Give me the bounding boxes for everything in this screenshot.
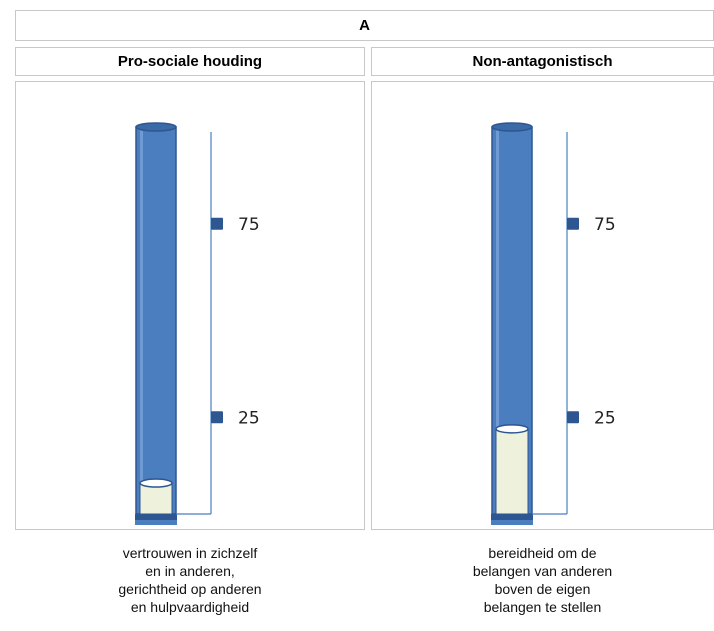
gauge-base — [135, 514, 177, 520]
chart-pro-sociale-houding: 25 75 — [135, 122, 260, 525]
gauge-tick-label-75: 75 — [594, 215, 616, 235]
gauge-tube-highlight — [140, 130, 143, 511]
gauge-base — [491, 514, 533, 520]
caption-1-line: en hulpvaardigheid — [130, 599, 250, 615]
gauge-fill-bar — [139, 482, 173, 515]
gauge-tick-marker-25 — [211, 411, 223, 424]
gauge-tick-label-75: 75 — [238, 215, 260, 235]
caption-2-line: belangen te stellen — [483, 599, 602, 615]
group-header: A — [15, 10, 714, 41]
gauge-tube-highlight — [496, 130, 499, 511]
chart-non-antagonistisch: 25 75 — [491, 122, 616, 525]
gauge-tick-label-25: 25 — [238, 408, 260, 428]
gauge-base-lower — [491, 520, 533, 525]
chart-cell-2: 25 75 — [371, 81, 714, 530]
caption-2-line: belangen van anderen — [472, 563, 613, 579]
gauge-tick-marker-75 — [211, 217, 223, 230]
caption-1-line: gerichtheid op anderen — [118, 581, 262, 597]
gauge-tick-marker-75 — [567, 217, 579, 230]
caption-2-line: boven de eigen — [494, 581, 591, 597]
gauge-base-lower — [135, 520, 177, 525]
group-header-label: A — [359, 17, 370, 34]
column-header-2: Non-antagonistisch — [371, 47, 714, 76]
gauge-tick-marker-25 — [567, 411, 579, 424]
gauge-fill-top — [139, 478, 173, 488]
column-header-2-label: Non-antagonistisch — [472, 53, 613, 70]
caption-2-line: bereidheid om de — [488, 545, 597, 561]
caption-1: vertrouwen in zichzelf en in anderen, ge… — [15, 544, 365, 616]
gauge-fill-top — [495, 424, 529, 434]
gauge-tube-cap — [491, 122, 533, 132]
column-header-1-label: Pro-sociale houding — [117, 53, 263, 70]
gauge-tube-cap — [135, 122, 177, 132]
caption-2: bereidheid om de belangen van anderen bo… — [371, 544, 714, 616]
caption-1-line: en in anderen, — [145, 563, 235, 579]
column-header-1: Pro-sociale houding — [15, 47, 365, 76]
gauge-tick-label-25: 25 — [594, 408, 616, 428]
caption-1-line: vertrouwen in zichzelf — [122, 545, 258, 561]
chart-cell-1: 25 75 — [15, 81, 365, 530]
gauge-fill-bar — [495, 428, 529, 515]
